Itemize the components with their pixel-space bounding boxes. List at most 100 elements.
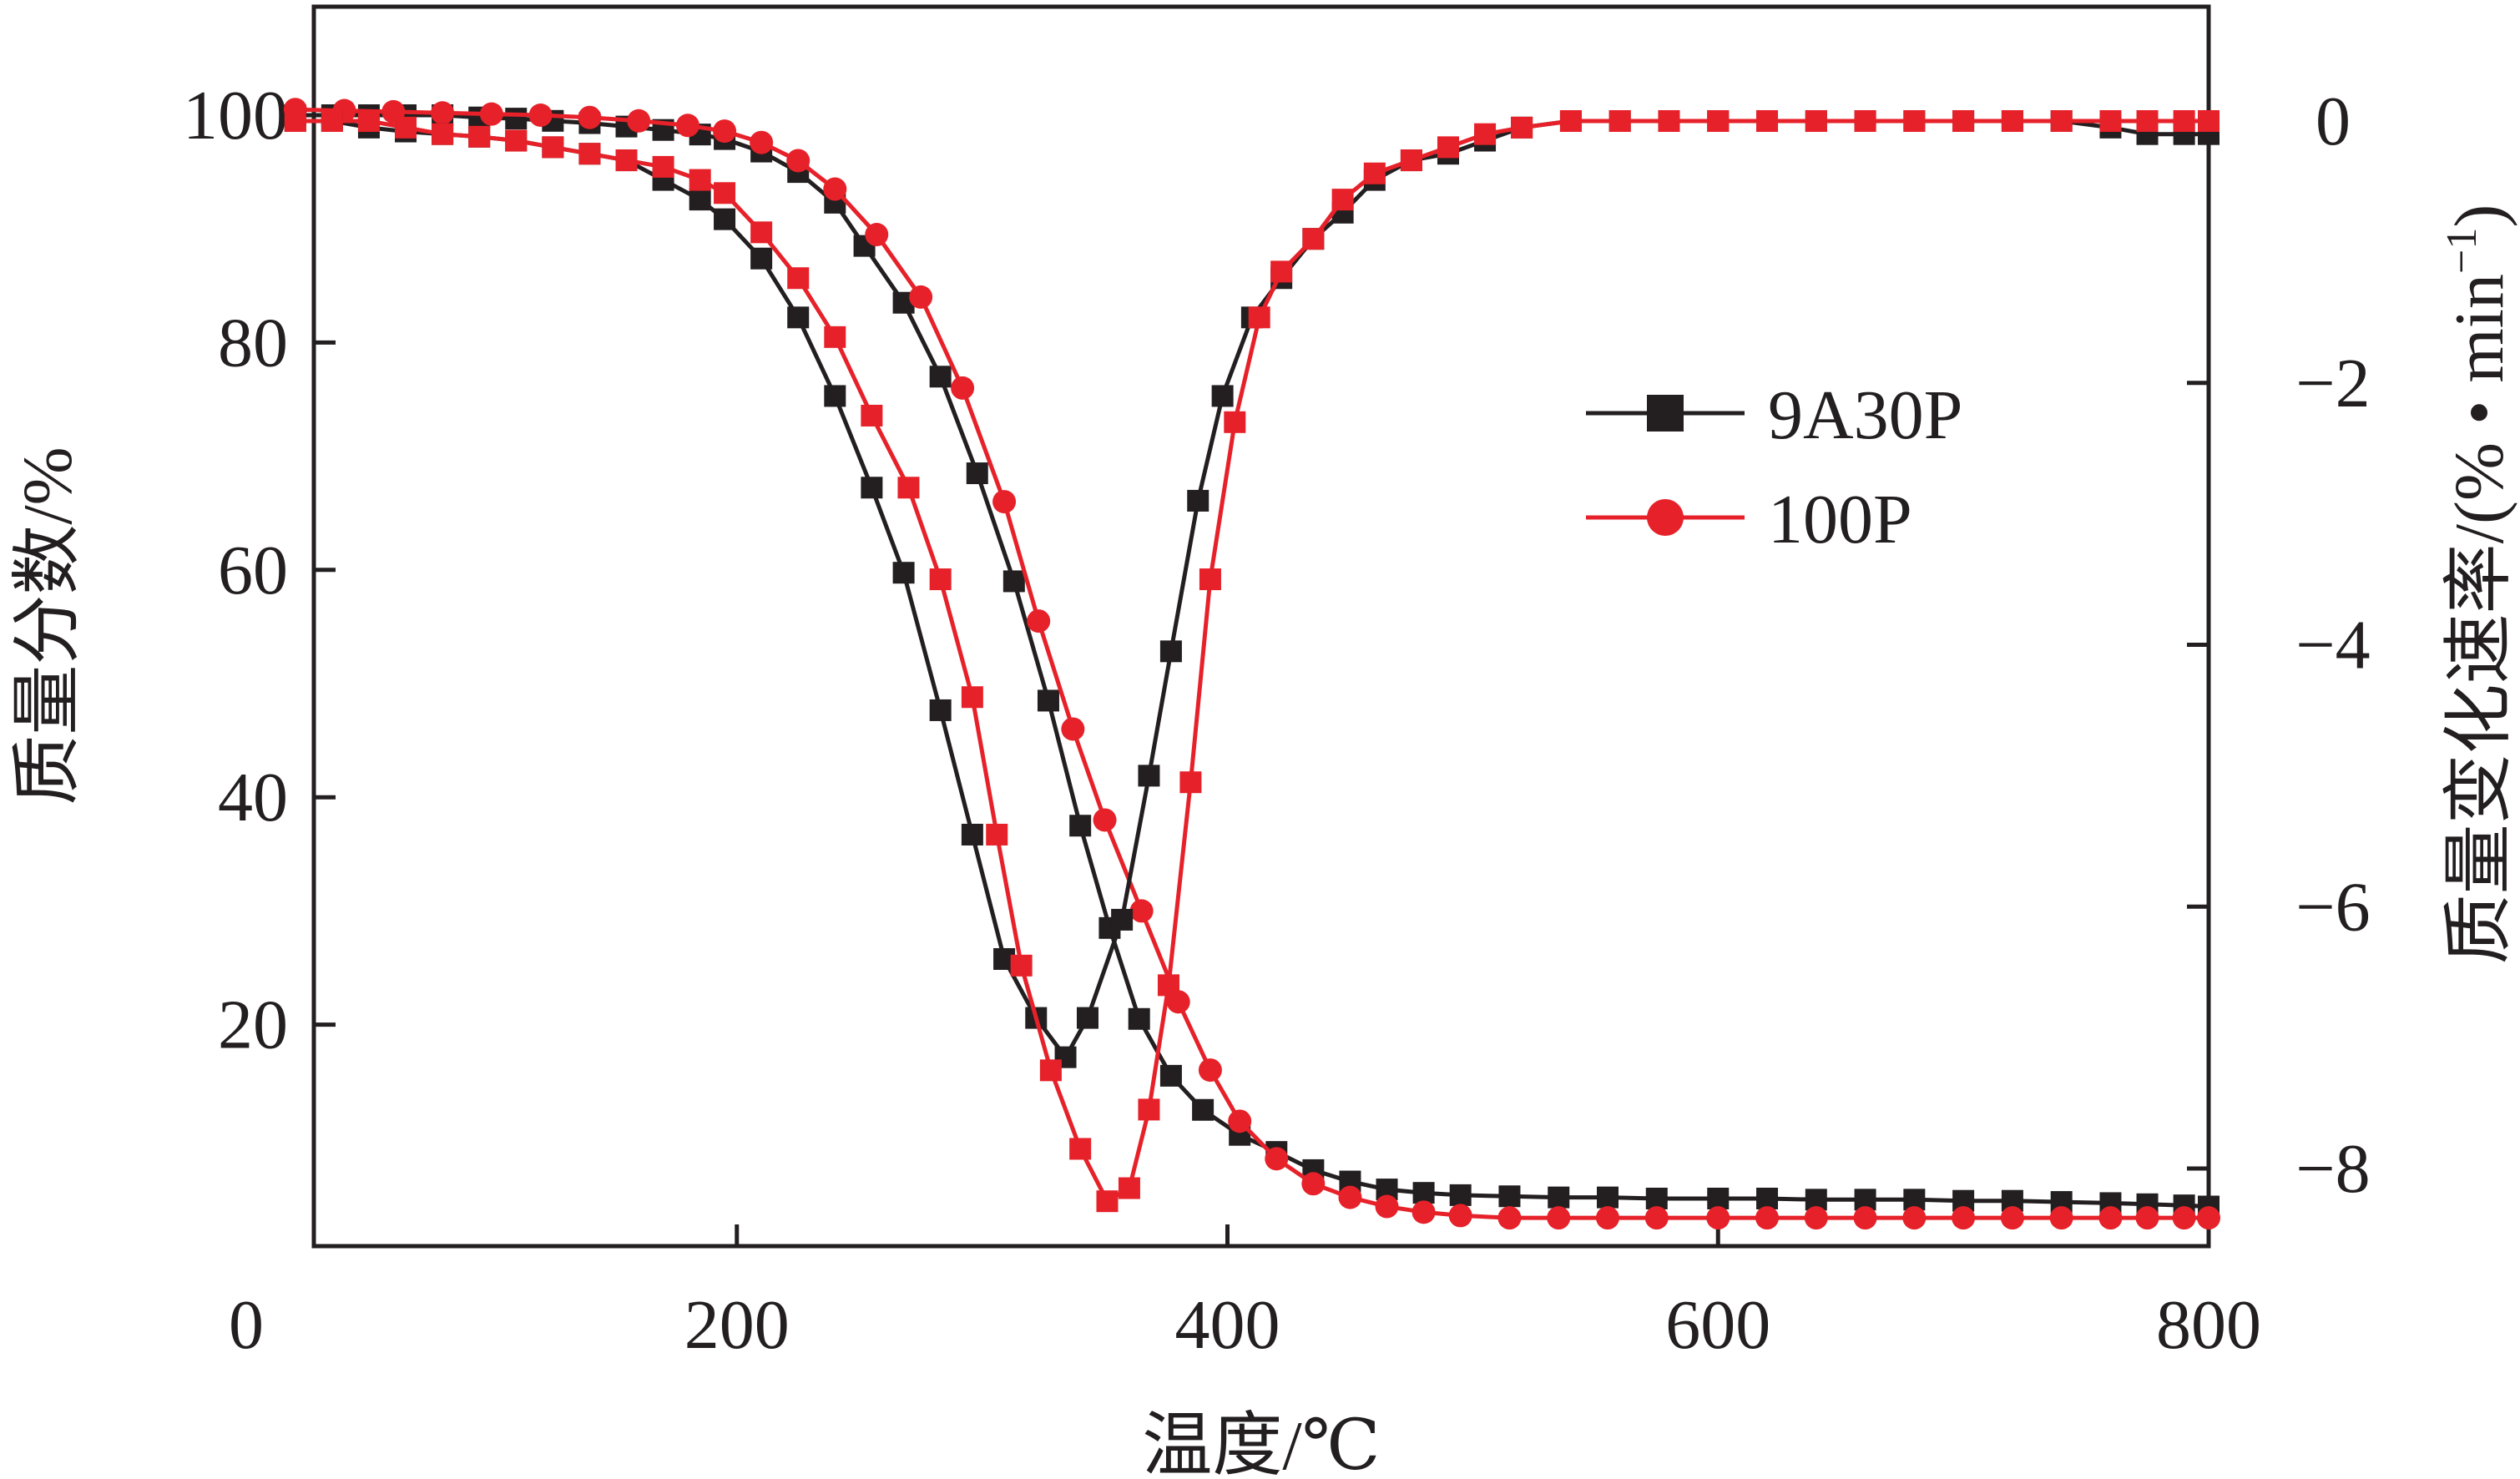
data-point-100p-mass	[865, 223, 889, 247]
x-axis-title: 温度/℃	[1142, 1407, 1380, 1479]
data-point-100p-rate	[1400, 149, 1422, 172]
data-point-100p-mass	[1902, 1206, 1927, 1230]
data-point-100p-rate	[750, 221, 773, 244]
data-point-9a30p-mass	[1449, 1184, 1472, 1206]
data-point-100p-mass	[909, 285, 933, 309]
data-point-100p-rate	[2050, 110, 2073, 132]
series-line-100p-mass	[295, 107, 2209, 1220]
data-point-100p-mass	[1027, 609, 1051, 633]
series-line-9a30p-mass	[295, 113, 2209, 1209]
data-point-100p-mass	[823, 177, 847, 201]
data-point-100p-rate	[1118, 1177, 1140, 1199]
y-axis-right-title-main: 质量变化速率/(% • min	[2441, 274, 2518, 964]
data-point-9a30p-rate	[1076, 1007, 1098, 1029]
data-point-100p-rate	[2136, 110, 2159, 132]
data-point-9a30p-rate	[892, 562, 915, 584]
data-point-100p-rate	[1248, 306, 1270, 329]
data-point-9a30p-mass	[929, 366, 952, 388]
data-point-100p-mass	[1412, 1200, 1436, 1224]
data-point-100p-mass	[1547, 1206, 1571, 1230]
series-9a30p-mass	[284, 104, 2220, 1218]
data-point-100p-rate	[1559, 110, 1582, 132]
data-point-9a30p-rate	[929, 699, 952, 721]
y-right-tick-label: −4	[2295, 607, 2370, 684]
data-point-100p-rate	[1270, 260, 1293, 283]
y-left-tick-label: 40	[218, 759, 288, 836]
data-point-100p-mass	[479, 102, 503, 126]
data-point-100p-rate	[1331, 189, 1354, 211]
data-point-100p-rate	[861, 404, 883, 427]
data-point-100p-mass	[1093, 808, 1117, 832]
data-point-100p-rate	[1199, 568, 1221, 591]
y-right-tick-label: −6	[2295, 868, 2370, 946]
y-right-tick-label: 0	[2315, 83, 2351, 160]
y-left-tick-label: 60	[218, 532, 288, 609]
data-point-100p-rate	[1903, 110, 1926, 132]
data-point-9a30p-mass	[1645, 1187, 1668, 1209]
data-point-9a30p-mass	[1707, 1187, 1730, 1209]
data-point-100p-mass	[528, 103, 553, 127]
data-point-100p-rate	[1756, 110, 1779, 132]
data-point-9a30p-rate	[750, 247, 773, 270]
data-point-100p-mass	[431, 101, 455, 125]
x-tick-label: 600	[1665, 1286, 1770, 1364]
data-point-100p-mass	[1228, 1109, 1252, 1133]
data-point-9a30p-rate	[961, 823, 983, 846]
data-point-9a30p-rate	[787, 306, 810, 329]
data-point-9a30p-mass	[1597, 1186, 1619, 1209]
y-right-tick-label: −2	[2295, 345, 2370, 422]
data-point-100p-rate	[1707, 110, 1730, 132]
data-point-100p-mass	[1497, 1206, 1522, 1230]
data-point-100p-rate	[1854, 110, 1876, 132]
data-point-9a30p-mass	[1069, 815, 1092, 837]
data-point-100p-mass	[1375, 1194, 1399, 1219]
y-axis-right-title-sup: −1	[2438, 228, 2486, 274]
data-point-100p-rate	[689, 169, 711, 191]
data-point-9a30p-rate	[689, 189, 711, 211]
data-point-100p-rate	[1658, 110, 1680, 132]
series-100p-rate	[284, 110, 2220, 1213]
data-point-9a30p-rate	[714, 208, 736, 230]
data-point-100p-rate	[395, 116, 417, 139]
data-point-9a30p-mass	[966, 462, 988, 485]
data-point-9a30p-mass	[1128, 1007, 1150, 1030]
data-point-100p-mass	[1448, 1204, 1472, 1228]
tick-labels: 0 200 400 600 800 20 40 60 80 100 0 −2 −4 −6 −8	[183, 77, 2371, 1364]
y-left-tick-label: 80	[218, 304, 288, 381]
legend-marker-100p	[1647, 499, 1684, 536]
data-point-100p-rate	[1437, 136, 1459, 159]
data-point-9a30p-mass	[1412, 1182, 1435, 1204]
data-point-9a30p-mass	[1159, 1064, 1182, 1087]
x-tick-label: 800	[2156, 1286, 2261, 1364]
y-left-tick-label: 20	[218, 987, 288, 1064]
data-point-100p-rate	[1608, 110, 1631, 132]
data-point-100p-rate	[1096, 1190, 1119, 1213]
data-point-100p-mass	[1198, 1058, 1222, 1083]
data-point-100p-mass	[992, 490, 1017, 514]
data-point-100p-rate	[787, 267, 810, 290]
data-point-100p-mass	[1265, 1147, 1289, 1171]
data-point-100p-rate	[1157, 974, 1179, 997]
data-point-100p-rate	[542, 136, 564, 159]
data-point-100p-mass	[2098, 1206, 2123, 1230]
legend-marker-9a30p	[1647, 395, 1684, 432]
data-point-100p-rate	[986, 823, 1008, 846]
data-point-100p-mass	[1706, 1206, 1730, 1230]
data-point-9a30p-rate	[1138, 765, 1160, 787]
data-point-100p-rate	[1039, 1059, 1062, 1082]
data-point-100p-rate	[2001, 110, 2023, 132]
data-point-100p-rate	[1138, 1098, 1160, 1121]
data-point-100p-mass	[1755, 1206, 1780, 1230]
data-point-100p-mass	[786, 149, 811, 173]
data-point-100p-rate	[1069, 1138, 1092, 1160]
data-point-100p-rate	[1302, 228, 1325, 250]
data-point-9a30p-mass	[1037, 689, 1059, 712]
data-point-100p-rate	[432, 123, 454, 145]
data-point-9a30p-rate	[1159, 640, 1182, 663]
data-point-100p-rate	[1224, 411, 1246, 433]
data-point-9a30p-rate	[1111, 908, 1134, 931]
data-point-100p-rate	[824, 326, 846, 348]
data-point-100p-rate	[1010, 954, 1033, 977]
data-point-100p-mass	[1338, 1185, 1362, 1209]
data-point-100p-rate	[652, 155, 674, 178]
